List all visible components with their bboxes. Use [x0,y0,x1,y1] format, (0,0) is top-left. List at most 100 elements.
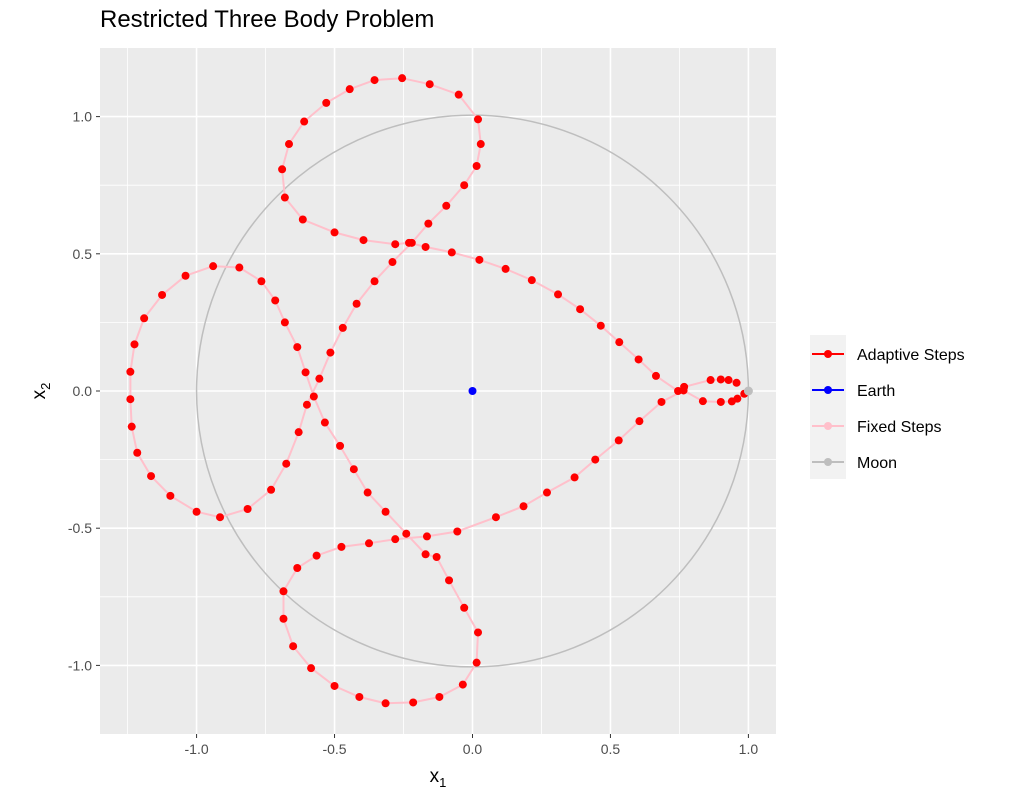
x-axis-title: x1 [430,766,447,790]
y-axis-title-sub: 2 [38,383,53,390]
data-point-adaptive [309,392,318,401]
data-point-adaptive [320,418,329,427]
data-point-adaptive [706,376,715,385]
data-points [126,74,753,708]
data-point-adaptive [442,201,451,210]
x-axis-title-main: x [430,766,440,787]
data-point-adaptive [235,263,244,272]
data-point-adaptive [591,455,600,464]
data-point-adaptive [615,338,624,347]
data-point-adaptive [289,642,298,651]
data-point-adaptive [359,236,368,245]
data-point-adaptive [133,448,142,457]
data-point-adaptive [326,348,335,357]
y-tick-label: -0.5 [68,520,92,536]
y-axis-title-main: x [29,389,50,399]
data-point-adaptive [576,305,585,314]
data-point-adaptive [421,550,430,559]
data-point-adaptive [307,664,316,673]
legend-label: Adaptive Steps [857,347,965,364]
data-point-adaptive [398,74,407,83]
legend-key-point [824,422,832,430]
data-point-adaptive [458,680,467,689]
data-point-adaptive [421,242,430,251]
data-point-adaptive [181,271,190,280]
data-point-adaptive [257,277,266,286]
x-tick-label: -1.0 [185,741,209,757]
data-point-adaptive [407,238,416,247]
data-point-adaptive [454,90,463,99]
data-point-adaptive [243,504,252,513]
data-point-adaptive [635,417,644,426]
fixed-steps-line [129,77,749,705]
data-point-adaptive [733,394,742,403]
data-point-adaptive [126,395,135,404]
data-point-adaptive [651,371,660,380]
data-point-adaptive [330,228,339,237]
data-point-adaptive [453,527,462,536]
data-point-adaptive [391,535,400,544]
data-point-adaptive [267,485,276,494]
legend: Adaptive Steps Earth Fixed Steps Moon [810,335,965,479]
data-point-adaptive [460,181,469,190]
data-point-adaptive [280,193,289,202]
data-point-adaptive [302,400,311,409]
data-point-adaptive [285,140,294,149]
data-point-adaptive [279,614,288,623]
data-point-adaptive [554,290,563,299]
legend-key-point [824,350,832,358]
data-point-adaptive [716,397,725,406]
data-point-adaptive [391,240,400,249]
data-point-adaptive [460,603,469,612]
data-point-adaptive [370,76,379,85]
data-point-adaptive [424,219,433,228]
data-point-adaptive [336,441,345,450]
data-point-adaptive [422,532,431,541]
data-point-adaptive [280,318,289,327]
legend-label: Earth [857,383,895,400]
data-point-earth [468,387,477,395]
y-tick-label: -1.0 [68,657,92,673]
data-point-adaptive [381,699,390,708]
y-tick-label: 0.0 [73,383,93,399]
x-tick-label: 1.0 [739,741,759,757]
data-point-adaptive [370,277,379,286]
data-point-adaptive [271,296,280,305]
data-point-adaptive [679,386,688,395]
data-point-adaptive [330,681,339,690]
data-point-adaptive [657,397,666,406]
data-point-adaptive [447,248,456,257]
data-point-adaptive [363,488,372,497]
data-point-adaptive [158,290,167,299]
data-point-adaptive [614,436,623,445]
data-point-adaptive [147,472,156,481]
data-point-adaptive [282,459,291,468]
data-point-adaptive [298,215,307,224]
data-point-adaptive [435,692,444,701]
data-point-adaptive [724,376,733,385]
data-point-adaptive [216,513,225,522]
legend-key-point [824,386,832,394]
x-axis-title-sub: 1 [439,775,446,790]
data-point-adaptive [293,563,302,572]
data-point-adaptive [315,374,324,383]
data-point-moon [743,386,753,396]
data-point-adaptive [278,165,287,174]
data-point-adaptive [322,98,331,107]
data-point-adaptive [126,367,135,376]
x-tick-label: 0.5 [601,741,621,757]
data-point-adaptive [349,465,358,474]
data-point-adaptive [432,553,441,562]
data-point-adaptive [474,628,483,637]
data-point-adaptive [472,658,481,667]
data-point-adaptive [519,502,528,511]
legend-key-point [824,458,832,466]
data-point-adaptive [352,299,361,308]
data-point-adaptive [140,314,149,323]
data-point-adaptive [345,85,354,94]
data-point-adaptive [634,355,643,364]
data-point-adaptive [491,513,500,522]
data-point-adaptive [475,255,484,264]
legend-label: Fixed Steps [857,419,941,436]
data-point-adaptive [338,323,347,332]
